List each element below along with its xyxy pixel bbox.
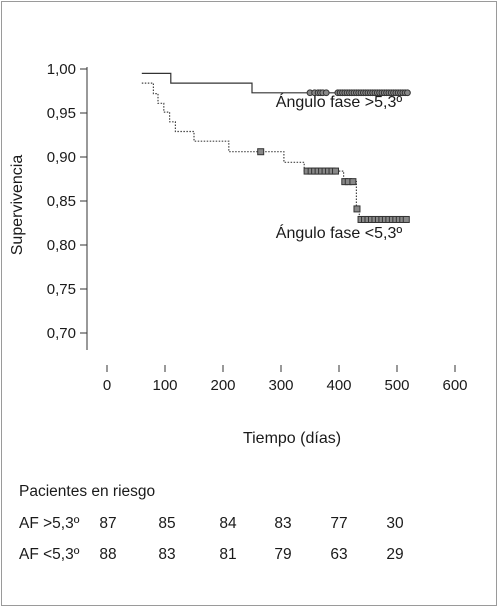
censor-mark-square — [349, 178, 357, 186]
curve-label-1: Ángulo fase >5,3º — [276, 92, 403, 111]
series-layer — [141, 72, 411, 223]
y-tick-label: 1,00 — [47, 61, 76, 78]
risk-values: 87 85 84 83 77 30 88 83 81 79 63 29 — [99, 515, 404, 563]
risk-table-title: Pacientes en riesgo — [19, 483, 155, 500]
y-tick-label: 0,95 — [47, 105, 76, 122]
x-axis-label: Tiempo (días) — [243, 430, 341, 447]
axes: 1,00 0,95 0,90 0,85 0,80 0,75 0,70 0 100 200 300 40… — [47, 61, 468, 394]
y-tick-label: 0,85 — [47, 193, 76, 210]
censor-mark-circle — [322, 89, 330, 97]
y-tick-label: 0,70 — [47, 325, 76, 342]
curve-label-2: Ángulo fase <5,3º — [276, 223, 403, 242]
risk-row-label: AF <5,3º — [19, 546, 80, 563]
x-tick-label: 400 — [326, 377, 351, 394]
y-tick-label: 0,75 — [47, 281, 76, 298]
risk-value: 87 — [99, 515, 116, 532]
censor-mark-square — [402, 215, 410, 223]
risk-value: 77 — [330, 515, 347, 532]
risk-value: 79 — [274, 546, 291, 563]
censor-mark-square — [257, 148, 265, 156]
risk-value: 63 — [330, 546, 347, 563]
risk-value: 84 — [219, 515, 237, 532]
risk-table: Pacientes en riesgo AF >5,3º AF <5,3º 87… — [19, 483, 404, 563]
x-tick-label: 200 — [210, 377, 235, 394]
risk-value: 30 — [386, 515, 404, 532]
x-tick-label: 500 — [384, 377, 409, 394]
labels-layer: Ángulo fase >5,3º Ángulo fase <5,3º — [276, 92, 403, 242]
x-tick-label: 0 — [103, 377, 111, 394]
y-tick-label: 0,80 — [47, 237, 76, 254]
series-line-1 — [141, 72, 409, 94]
y-tick-label: 0,90 — [47, 149, 76, 166]
censor-mark-square — [332, 167, 340, 175]
censor-mark-circle — [404, 89, 411, 97]
risk-value: 29 — [386, 546, 403, 563]
risk-value: 83 — [274, 515, 291, 532]
y-axis-label: Supervivencia — [9, 155, 26, 256]
risk-value: 83 — [158, 546, 175, 563]
risk-value: 88 — [99, 546, 116, 563]
x-tick-label: 300 — [268, 377, 293, 394]
series-line-2 — [141, 82, 409, 221]
x-tick-label: 600 — [442, 377, 467, 394]
x-tick-label: 100 — [152, 377, 177, 394]
censor-mark-square — [353, 205, 361, 213]
risk-value: 81 — [219, 546, 236, 563]
risk-row-label: AF >5,3º — [19, 515, 80, 532]
risk-value: 85 — [158, 515, 175, 532]
